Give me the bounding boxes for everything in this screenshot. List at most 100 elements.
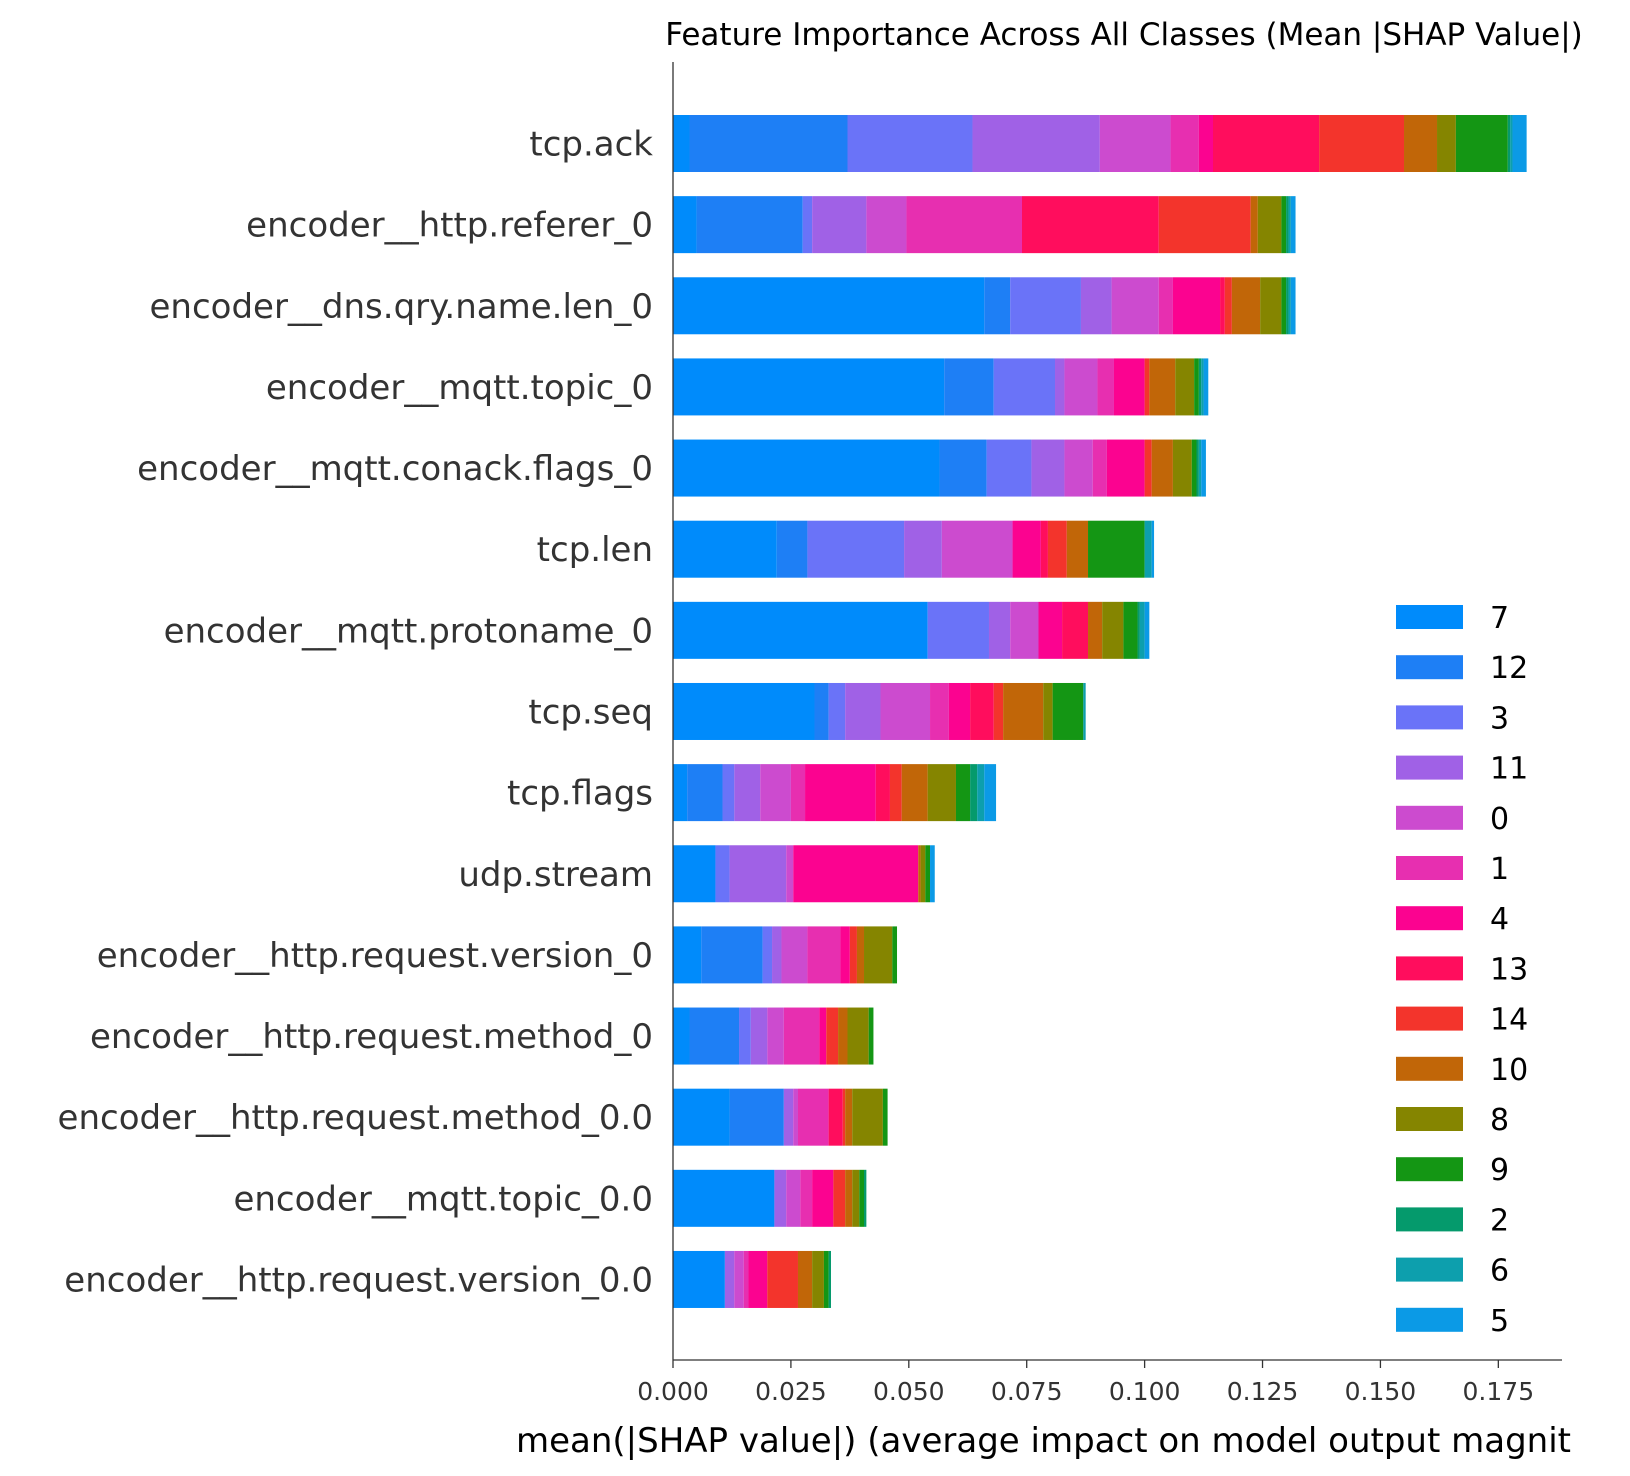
bar-segment <box>1510 115 1513 172</box>
bar-segment <box>793 1088 798 1146</box>
bar-segment <box>1319 115 1405 172</box>
bar-segment <box>920 845 926 903</box>
bar-segment <box>847 115 973 172</box>
bar-segment <box>1080 277 1112 335</box>
bar-segment <box>1111 277 1159 335</box>
bar-segment <box>790 764 806 822</box>
bar-segment <box>1437 115 1456 172</box>
bar-segment <box>823 1250 829 1308</box>
bar-segment <box>774 1169 787 1227</box>
bar-segment <box>1064 358 1098 416</box>
bar-segment <box>673 1169 775 1227</box>
bar-segment <box>1201 358 1204 416</box>
legend-label: 4 <box>1490 902 1509 937</box>
bar-segment <box>739 1007 751 1065</box>
bar-segment <box>1198 115 1213 172</box>
bar-segment <box>984 764 997 822</box>
bar-segment <box>1149 358 1176 416</box>
bar-segment <box>1286 196 1289 254</box>
bar-segment <box>802 196 813 254</box>
bar-segment <box>1290 277 1296 335</box>
bar-segment <box>852 1088 883 1146</box>
bar-segment <box>1055 358 1065 416</box>
x-tick-label: 0.025 <box>755 1377 827 1406</box>
y-tick-label: tcp.len <box>537 530 653 570</box>
bar-segment <box>838 1007 848 1065</box>
bar-segment <box>1064 439 1093 497</box>
bar-segment <box>1083 682 1086 740</box>
legend-label: 14 <box>1490 1003 1528 1038</box>
bar-segment <box>673 1007 690 1065</box>
y-tick-label: encoder__mqtt.topic_0 <box>266 368 653 408</box>
bar-segment <box>1507 115 1511 172</box>
bar-segment <box>892 926 898 984</box>
bar-segment <box>1281 277 1287 335</box>
bar-segment <box>715 845 730 903</box>
bar-segment <box>783 1088 794 1146</box>
legend-label: 5 <box>1490 1304 1509 1339</box>
bar-segment <box>986 439 1032 497</box>
x-tick-label: 0.050 <box>873 1377 945 1406</box>
legend-label: 11 <box>1490 752 1528 787</box>
bar-segment <box>734 1250 744 1308</box>
bar-segment <box>889 764 902 822</box>
x-tick-label: 0.000 <box>637 1377 709 1406</box>
legend-swatch <box>1396 956 1463 981</box>
bar-segment <box>845 1088 853 1146</box>
y-tick-label: encoder__mqtt.topic_0.0 <box>233 1179 653 1219</box>
bar-segment <box>1170 115 1199 172</box>
bar-segment <box>776 520 808 578</box>
bar-segment <box>689 115 848 172</box>
legend-swatch <box>1396 1157 1463 1182</box>
bar-segment <box>673 520 777 578</box>
y-tick-label: encoder__http.request.method_0 <box>90 1017 653 1057</box>
bar-segment <box>1113 358 1145 416</box>
y-tick-label: encoder__http.request.version_0.0 <box>64 1260 653 1300</box>
y-tick-label: tcp.ack <box>529 125 653 165</box>
legend-label: 10 <box>1490 1053 1528 1088</box>
bar-segment <box>1196 439 1199 497</box>
bar-segment <box>673 845 716 903</box>
bar-segment <box>1144 358 1150 416</box>
legend-swatch <box>1396 755 1463 780</box>
bar-segment <box>1172 439 1192 497</box>
bar-segment <box>1203 358 1209 416</box>
bar-segment <box>729 845 787 903</box>
bar-segment <box>729 1088 784 1146</box>
y-tick-label: tcp.flags <box>507 774 653 814</box>
bar-segment <box>673 601 928 659</box>
bar-segment <box>1031 439 1065 497</box>
bar-segment <box>748 1250 768 1308</box>
bar-segment <box>1092 439 1107 497</box>
bar-segment <box>1198 358 1202 416</box>
x-axis-label: mean(|SHAP value|) (average impact on mo… <box>516 1421 1571 1461</box>
x-tick-label: 0.125 <box>1227 1377 1299 1406</box>
bar-segment <box>1144 601 1150 659</box>
bar-segment <box>941 520 1013 578</box>
y-tick-labels: tcp.ack encoder__http.referer_0 encoder__d… <box>58 125 654 1301</box>
bar-segment <box>800 1169 813 1227</box>
bar-segment <box>786 845 794 903</box>
bar-segment <box>1512 115 1527 172</box>
bar-segment <box>734 764 761 822</box>
bar-segment <box>1151 439 1173 497</box>
bar-segment <box>673 277 985 335</box>
bar-segment <box>1213 115 1320 172</box>
bar-segment <box>852 1169 860 1227</box>
bar-segment <box>1106 439 1145 497</box>
x-tick-label: 0.100 <box>1109 1377 1181 1406</box>
bar-segment <box>1288 277 1291 335</box>
bar-segment <box>673 196 697 254</box>
bar-segment <box>864 926 893 984</box>
x-tick-label: 0.075 <box>991 1377 1063 1406</box>
bar-segment <box>826 1007 839 1065</box>
bar-segment <box>1158 196 1251 254</box>
bar-segment <box>845 682 881 740</box>
bar-segment <box>1043 682 1053 740</box>
bar-segment <box>930 682 949 740</box>
bar-segment <box>762 926 773 984</box>
bar-segment <box>1288 196 1291 254</box>
bar-segment <box>828 1088 843 1146</box>
bar-segment <box>673 439 940 497</box>
bar-segment <box>833 1169 846 1227</box>
